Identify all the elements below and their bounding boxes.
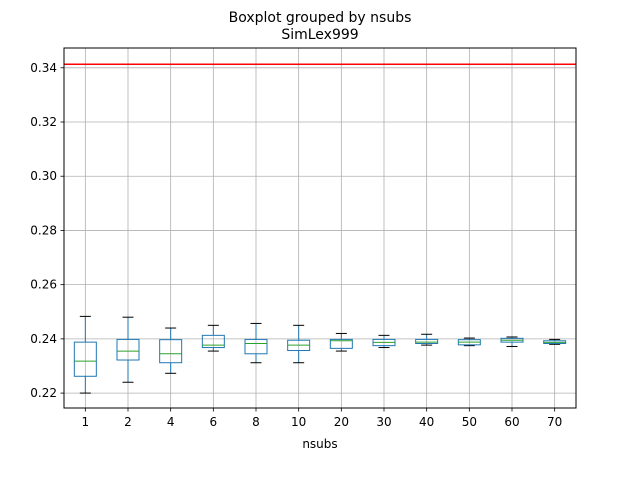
box-iqr: [329, 338, 353, 349]
grid-layer: [64, 48, 576, 408]
x-tick-label: 20: [334, 415, 349, 429]
x-tick-label: 60: [504, 415, 519, 429]
box-group: [116, 316, 140, 383]
box-layer: [73, 315, 567, 394]
x-tick-label: 40: [419, 415, 434, 429]
box-group: [201, 324, 225, 352]
y-tick-label: 0.28: [30, 223, 57, 237]
y-tick-label: 0.34: [30, 61, 57, 75]
box-group: [543, 338, 567, 345]
box-iqr: [415, 338, 439, 344]
y-tick-label: 0.22: [30, 386, 57, 400]
x-tick-layer: 1 2 4 6 8 10 20 30 40 50 60 70: [82, 408, 562, 429]
box-iqr: [116, 338, 140, 361]
box-iqr: [73, 341, 97, 377]
box-group: [287, 324, 311, 364]
chart-title: Boxplot grouped by nsubs: [229, 10, 412, 26]
box-group: [73, 315, 97, 394]
box-group: [329, 332, 353, 352]
box-iqr: [201, 334, 225, 349]
x-tick-label: 10: [291, 415, 306, 429]
chart-subtitle: SimLex999: [281, 27, 358, 43]
x-tick-label: 1: [82, 415, 90, 429]
box-iqr: [159, 339, 183, 364]
x-tick-label: 50: [462, 415, 477, 429]
y-tick-label: 0.32: [30, 115, 57, 129]
y-tick-label: 0.24: [30, 332, 57, 346]
box-group: [159, 327, 183, 374]
box-group: [500, 336, 524, 347]
x-tick-label: 30: [376, 415, 391, 429]
box-group: [457, 337, 481, 347]
box-group: [415, 333, 439, 346]
x-axis-label: nsubs: [302, 437, 337, 451]
x-tick-label: 4: [167, 415, 175, 429]
x-tick-label: 8: [252, 415, 260, 429]
x-tick-label: 6: [210, 415, 218, 429]
y-tick-label: 0.26: [30, 278, 57, 292]
plot-frame: [63, 47, 577, 409]
box-group: [372, 334, 396, 349]
y-tick-layer: 0.22 0.24 0.26 0.28 0.30 0.32 0.34: [30, 61, 64, 400]
box-group: [244, 322, 268, 364]
x-tick-label: 2: [124, 415, 132, 429]
y-tick-label: 0.30: [30, 169, 57, 183]
x-tick-label: 70: [547, 415, 562, 429]
box-iqr: [244, 338, 268, 355]
